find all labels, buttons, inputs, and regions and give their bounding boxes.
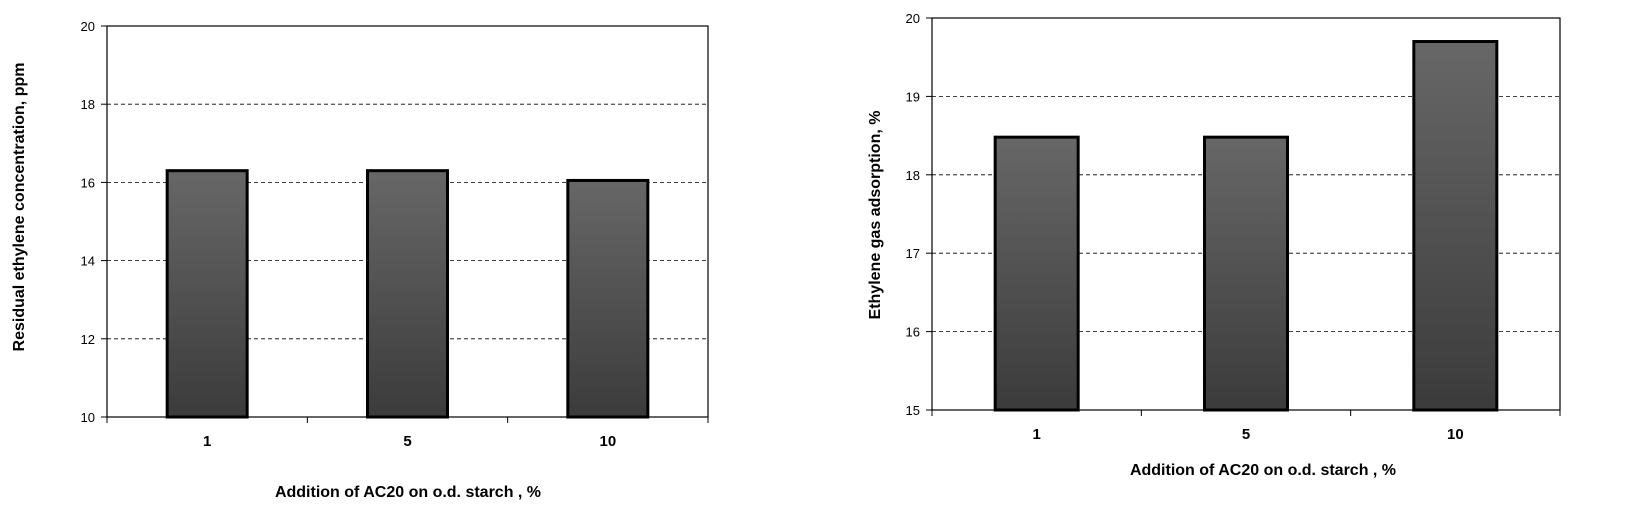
bar-5 [1203, 135, 1289, 412]
y-tick-label: 16 [906, 325, 920, 340]
chart-ethylene-adsorption: 15 16 17 18 19 20 1 5 10 Ethylene gas adsorption… [830, 0, 1649, 518]
y-tick-label: 14 [81, 254, 95, 269]
bar-5 [366, 169, 449, 419]
x-axis-label: Addition of AC20 on o.d. starch , % [1130, 462, 1396, 479]
y-tick-label: 10 [81, 410, 95, 425]
y-tick-label: 18 [81, 97, 95, 112]
bar-10 [1412, 40, 1499, 412]
x-category-label: 5 [1242, 426, 1250, 443]
y-tick-label: 17 [906, 246, 920, 261]
y-tick-label: 16 [81, 175, 95, 190]
x-category-label: 10 [599, 433, 616, 450]
y-tick-label: 12 [81, 332, 95, 347]
chart-residual-ethylene: 10 12 14 16 18 20 1 5 10 Residual ethylene conce… [0, 0, 820, 518]
x-axis-label: Addition of AC20 on o.d. starch , % [275, 484, 541, 501]
x-category-label: 10 [1447, 426, 1464, 443]
y-axis-label: Residual ethylene concentration, ppm [11, 63, 28, 352]
y-tick-label: 20 [906, 11, 920, 26]
y-tick-label: 15 [906, 403, 920, 418]
bar-10 [566, 178, 650, 419]
x-category-label: 5 [403, 433, 411, 450]
x-category-label: 1 [1032, 426, 1040, 443]
x-category-label: 1 [203, 433, 211, 450]
y-tick-label: 20 [81, 19, 95, 34]
y-tick-label: 18 [906, 168, 920, 183]
bar-1 [165, 169, 249, 419]
y-tick-label: 19 [906, 89, 920, 104]
bar-1 [993, 135, 1080, 412]
y-axis-label: Ethylene gas adsorption, % [867, 111, 884, 320]
